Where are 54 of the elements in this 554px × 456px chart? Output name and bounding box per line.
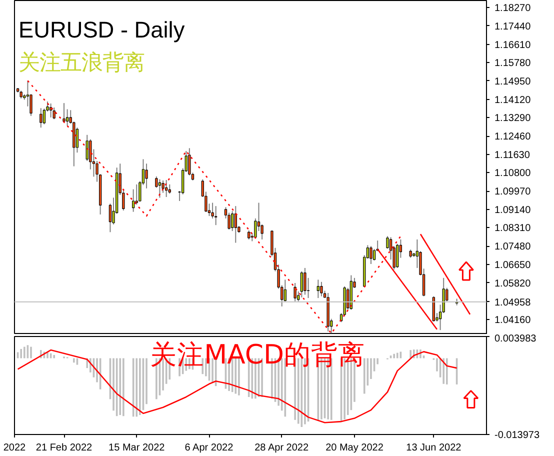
candlestick xyxy=(132,188,135,212)
y-tick-label: 1.13290 xyxy=(494,113,532,124)
candlestick xyxy=(214,206,218,226)
candlestick xyxy=(294,282,296,302)
candlestick xyxy=(135,184,138,206)
ref-line-label: 1.04958 xyxy=(494,297,532,308)
candlestick xyxy=(162,180,164,194)
y-tick-label: 1.15780 xyxy=(494,58,532,70)
x-tick-label: 28 Apr 2022 xyxy=(254,442,309,454)
candlestick xyxy=(396,243,399,268)
candlestick xyxy=(248,230,250,240)
candlestick xyxy=(304,267,306,296)
candlestick xyxy=(158,178,162,198)
x-tick-label: 13 Jun 2022 xyxy=(406,442,462,454)
y-tick-label: 1.12460 xyxy=(494,132,532,142)
y-tick-label: 1.07480 xyxy=(494,242,532,253)
y-tick-label: 1.05820 xyxy=(494,278,532,290)
annotation: 关注MACD的背离 xyxy=(150,340,366,370)
y-tick-label: 1.16610 xyxy=(494,40,532,51)
x-tick-label: 6 Apr 2022 xyxy=(184,442,234,454)
candlestick xyxy=(168,184,171,194)
y-tick-label: 1.14950 xyxy=(494,76,532,88)
candlestick xyxy=(370,246,372,264)
candlestick xyxy=(52,106,56,120)
candlestick xyxy=(49,103,52,118)
text: EURUSD - Daily xyxy=(18,16,186,42)
x-tick-label: 2022 xyxy=(3,442,26,454)
y-tick-label: 1.06650 xyxy=(494,260,532,271)
x-tick-label: 15 Mar 2022 xyxy=(108,442,166,454)
candlestick xyxy=(320,281,323,297)
candlestick xyxy=(145,163,148,189)
y-tick-label: 0.003983 xyxy=(494,334,537,344)
y-tick-label: 1.10800 xyxy=(494,168,532,180)
candlestick xyxy=(316,279,320,299)
candlestick xyxy=(231,210,234,232)
y-tick-label: 1.09970 xyxy=(494,186,532,198)
x-tick-label: 20 May 2022 xyxy=(326,442,384,454)
y-tick-label: -0.013973 xyxy=(494,430,540,441)
x-tick-label: 21 Feb 2022 xyxy=(36,442,93,454)
candlestick xyxy=(86,134,88,162)
y-tick-label: 1.14120 xyxy=(494,94,532,106)
y-tick-label: 1.09140 xyxy=(494,204,532,216)
candlestick xyxy=(165,179,168,198)
y-tick-label: 1.17440 xyxy=(494,21,532,32)
candlestick xyxy=(62,102,66,124)
y-tick-label: 1.08310 xyxy=(494,223,532,234)
candlestick xyxy=(40,108,42,128)
candlestick xyxy=(300,270,303,298)
candlestick xyxy=(372,248,376,261)
candlestick xyxy=(432,296,436,322)
y-tick-label: 1.11630 xyxy=(494,150,530,161)
text: 关注五浪背离 xyxy=(18,50,144,76)
y-tick-label: 1.18270 xyxy=(494,3,532,14)
y-tick-label: 1.04160 xyxy=(494,314,532,326)
